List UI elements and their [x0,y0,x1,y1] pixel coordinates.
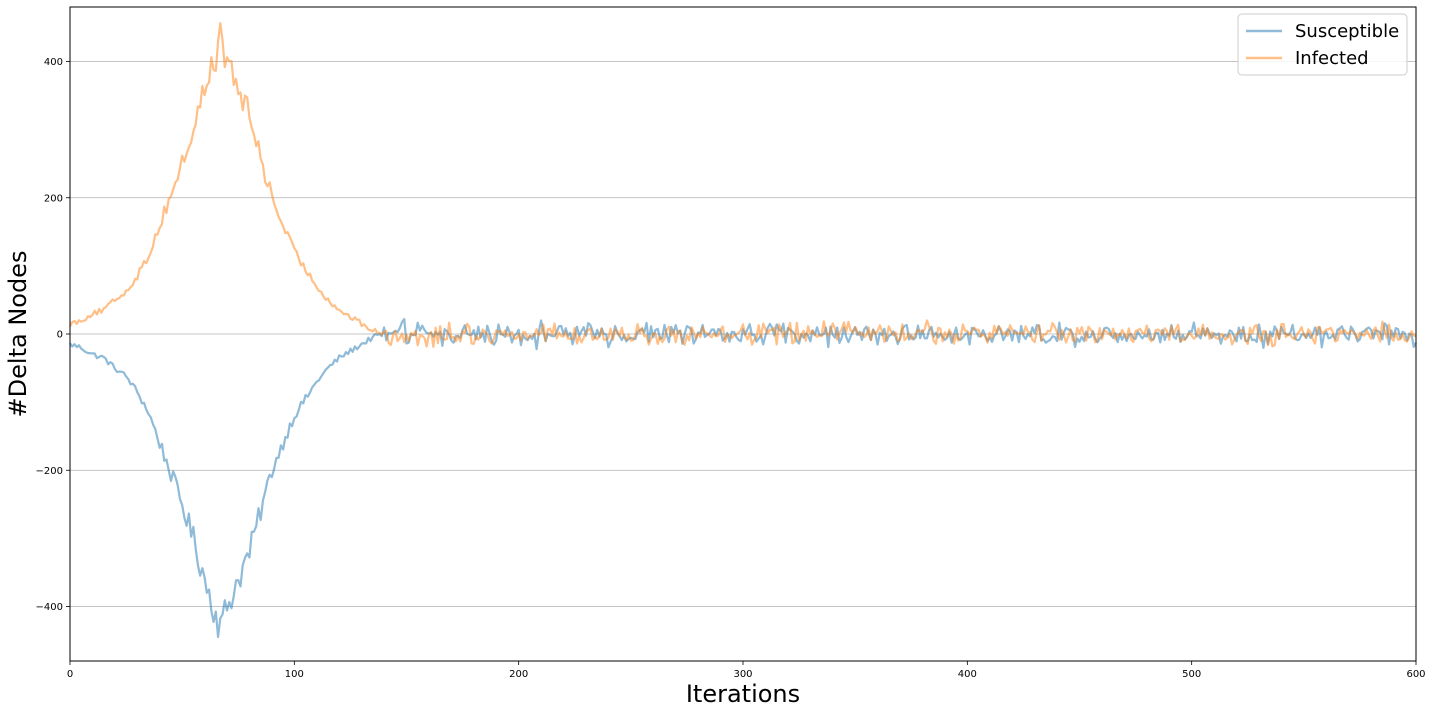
y-axis-title: #Delta Nodes [4,251,32,418]
legend-box [1237,13,1408,76]
x-tick-label: 300 [733,669,752,680]
series-line-susceptible [69,317,1417,639]
x-tick-label: 400 [958,669,977,680]
series-lines [69,22,1417,639]
y-tick-label: 0 [57,330,63,341]
x-tick-label: 100 [285,669,304,680]
x-tick-label: 0 [67,669,73,680]
x-axis-title: Iterations [686,680,800,708]
y-tick-label: 200 [44,193,63,204]
legend-label-infected: Infected [1295,48,1369,69]
y-tick-label: −200 [36,466,63,477]
legend-label-susceptible: Susceptible [1295,21,1399,42]
x-tick-label: 500 [1182,669,1201,680]
y-axis: −400 −200 0 200 400 [36,57,70,613]
y-tick-label: 400 [44,57,63,68]
x-tick-label: 200 [509,669,528,680]
legend: Susceptible Infected [1237,13,1408,76]
y-tick-label: −400 [36,602,63,613]
x-tick-label: 600 [1406,669,1425,680]
series-line-infected [69,22,1417,348]
x-axis: 0 100 200 300 400 500 600 [67,661,1426,680]
